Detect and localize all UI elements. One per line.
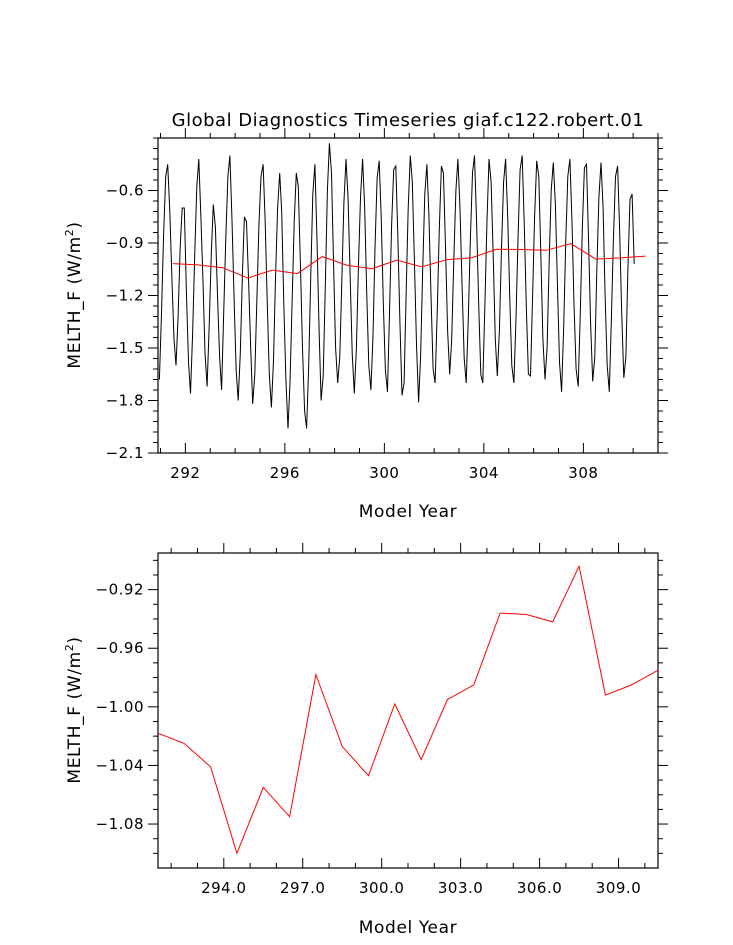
chart-title: Global Diagnostics Timeseries giaf.c122.…	[172, 110, 645, 131]
x-tick-label: 306.0	[517, 879, 562, 897]
data-series	[158, 143, 646, 429]
y-tick-label: −1.8	[106, 392, 144, 410]
axis-ticks: 294.0 297.0 300.0 303.0 306.0 309.0 −1.08 −1.04…	[96, 543, 668, 897]
x-tick-label: 296	[270, 464, 300, 482]
x-axis-title: Model Year	[359, 918, 457, 938]
x-tick-label: 303.0	[438, 879, 483, 897]
y-axis-title: MELTH_F (W/m2)	[63, 221, 85, 368]
y-tick-label: −1.04	[96, 756, 144, 774]
y-tick-label: −1.08	[96, 815, 144, 833]
timeseries-chart-top: Global Diagnostics Timeseries giaf.c122.…	[63, 110, 668, 522]
y-axis-title: MELTH_F (W/m2)	[63, 636, 85, 783]
y-tick-label: −0.92	[96, 581, 144, 599]
x-tick-label: 308	[568, 464, 598, 482]
x-tick-label: 300	[369, 464, 399, 482]
monthly-series-line	[158, 143, 635, 429]
data-series	[157, 564, 659, 855]
x-tick-label: 294.0	[201, 879, 246, 897]
plot-frame	[157, 137, 659, 454]
annual-mean-chart-bottom: 294.0 297.0 300.0 303.0 306.0 309.0 −1.08 −1.04…	[63, 543, 668, 938]
x-tick-label: 300.0	[359, 879, 404, 897]
x-axis-title: Model Year	[359, 502, 457, 522]
x-tick-label: 304	[469, 464, 499, 482]
y-tick-label: −0.96	[96, 639, 144, 657]
x-tick-label: 309.0	[596, 879, 641, 897]
plot-frame	[157, 552, 659, 869]
x-tick-label: 292	[170, 464, 200, 482]
y-tick-label: −2.1	[106, 444, 144, 462]
annual-mean-series-line	[172, 243, 646, 279]
y-tick-label: −1.5	[106, 339, 144, 357]
y-tick-label: −0.6	[106, 182, 144, 200]
axis-ticks: 292 296 300 304 308 −2.1 −1.8 −1.5 −1.2 −0.9 −0.6	[106, 128, 668, 482]
y-tick-label: −1.2	[106, 287, 144, 305]
x-tick-label: 297.0	[280, 879, 325, 897]
annual-mean-series-line	[157, 564, 659, 855]
y-tick-label: −1.00	[96, 698, 144, 716]
y-tick-label: −0.9	[106, 234, 144, 252]
